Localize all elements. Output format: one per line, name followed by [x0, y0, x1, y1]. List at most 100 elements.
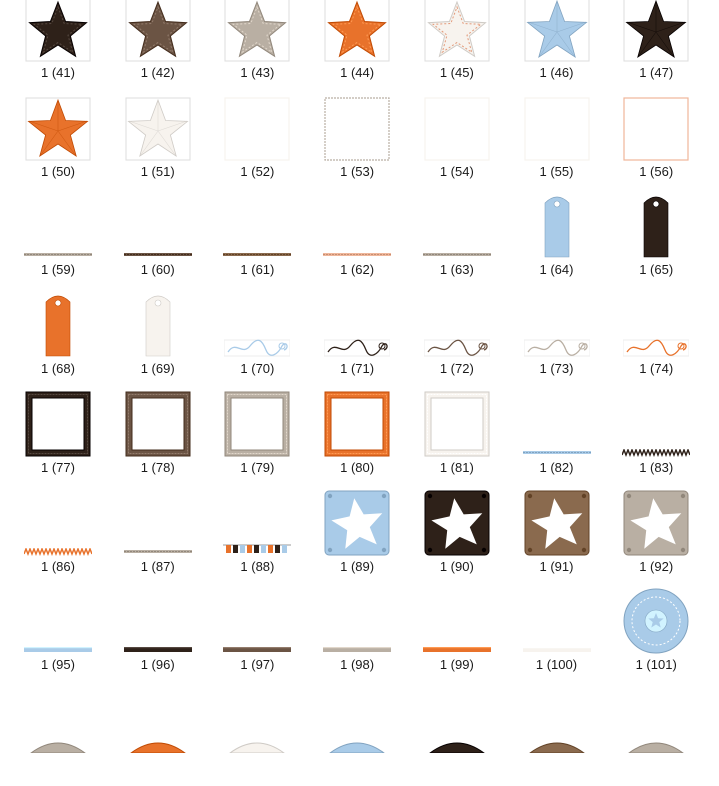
thumbnail-item[interactable]: 1 (47): [606, 0, 706, 95]
tag-thumbnail: [606, 193, 706, 259]
thumbnail-item[interactable]: 1 (68): [8, 292, 108, 391]
thumbnail-item[interactable]: 1 (82): [507, 391, 607, 490]
star-plate-thumbnail: [507, 490, 607, 556]
thumbnail-item[interactable]: 1 (92): [606, 490, 706, 589]
thumbnail-item[interactable]: 1 (77): [8, 391, 108, 490]
frame-thumbnail: [108, 391, 208, 457]
thumbnail-item[interactable]: 1 (98): [307, 588, 407, 687]
thumbnail-item[interactable]: 1 (64): [507, 193, 607, 292]
thumbnail-item[interactable]: 1 (41): [8, 0, 108, 95]
thumbnail-item[interactable]: 1 (96): [108, 588, 208, 687]
thumbnail-item[interactable]: 1 (63): [407, 193, 507, 292]
thumbnail-item[interactable]: 1 (97): [207, 588, 307, 687]
thumbnail-item[interactable]: 1 (53): [307, 95, 407, 194]
thumbnail-item[interactable]: 1 (62): [307, 193, 407, 292]
frame-thumbnail: [8, 391, 108, 457]
thumbnail-item[interactable]: 1 (51): [108, 95, 208, 194]
thumbnail-item[interactable]: 1 (43): [207, 0, 307, 95]
thumbnail-label: 1 (92): [639, 558, 674, 574]
star-plate-thumbnail: [606, 490, 706, 556]
thumbnail-item[interactable]: 1 (83): [606, 391, 706, 490]
button-partial-thumbnail: [606, 687, 706, 753]
star-stitched-thumbnail: [8, 0, 108, 62]
thumbnail-item[interactable]: 1 (44): [307, 0, 407, 95]
thumbnail-item[interactable]: 1 (90): [407, 490, 507, 589]
button-partial-thumbnail: [507, 687, 607, 753]
thumbnail-item[interactable]: 1 (74): [606, 292, 706, 391]
thumbnail-item[interactable]: 1 (55): [507, 95, 607, 194]
thumbnail-item[interactable]: 1 (52): [207, 95, 307, 194]
thumbnail-label: 1 (78): [140, 459, 175, 475]
thumbnail-item[interactable]: 1 (60): [108, 193, 208, 292]
thumbnail-item[interactable]: 1 (91): [507, 490, 607, 589]
flourish-thumbnail: [307, 292, 407, 358]
thumbnail-label: 1 (99): [439, 657, 474, 673]
thumbnail-item[interactable]: 1 (101): [606, 588, 706, 687]
thumbnail-label: 1 (72): [439, 361, 474, 377]
thumbnail-label: 1 (91): [539, 558, 574, 574]
star-stitched-thumbnail: [207, 0, 307, 62]
thumbnail-item[interactable]: 1 (69): [108, 292, 208, 391]
tag-thumbnail: [108, 292, 208, 358]
thumbnail-item[interactable]: 1 (80): [307, 391, 407, 490]
thumbnail-label: 1 (64): [539, 262, 574, 278]
thumbnail-item[interactable]: 1 (99): [407, 588, 507, 687]
paper-thumbnail: [307, 95, 407, 161]
button-partial-thumbnail: [407, 687, 507, 753]
thumbnail-item[interactable]: 1 (86): [8, 490, 108, 589]
frame-thumbnail: [307, 391, 407, 457]
frame-thumbnail: [207, 391, 307, 457]
thumbnail-item[interactable]: 1 (71): [307, 292, 407, 391]
thumbnail-item[interactable]: 1 (72): [407, 292, 507, 391]
thumbnail-item[interactable]: 1 (78): [108, 391, 208, 490]
ribbon-letters-thumbnail: [207, 490, 307, 556]
thumbnail-item[interactable]: 1 (79): [207, 391, 307, 490]
thumbnail-item[interactable]: 1 (81): [407, 391, 507, 490]
thumbnail-item[interactable]: 1 (100): [507, 588, 607, 687]
thumbnail-item[interactable]: 1 (54): [407, 95, 507, 194]
thumbnail-item[interactable]: 1 (65): [606, 193, 706, 292]
ribbon-thick-thumbnail: [507, 588, 607, 654]
thumbnail-item[interactable]: 1 (42): [108, 0, 208, 95]
thumbnail-item[interactable]: 1 (87): [108, 490, 208, 589]
thumbnail-label: 1 (80): [340, 459, 375, 475]
thumbnail-label: 1 (96): [140, 657, 175, 673]
ribbon-zigzag-thumbnail: [8, 490, 108, 556]
thumbnail-item[interactable]: 1 (73): [507, 292, 607, 391]
ribbon-thumbnail: [307, 193, 407, 259]
thumbnail-item[interactable]: 1 (70): [207, 292, 307, 391]
thumbnail-item[interactable]: 1 (45): [407, 0, 507, 95]
thumbnail-item[interactable]: [606, 687, 706, 786]
thumbnail-label: 1 (45): [439, 65, 474, 80]
thumbnail-item[interactable]: [108, 687, 208, 786]
thumbnail-item[interactable]: [207, 687, 307, 786]
flourish-thumbnail: [507, 292, 607, 358]
thumbnail-item[interactable]: 1 (56): [606, 95, 706, 194]
star-stitched-thumbnail: [407, 0, 507, 62]
thumbnail-label: 1 (60): [140, 262, 175, 278]
thumbnail-label: 1 (71): [340, 361, 375, 377]
thumbnail-item[interactable]: 1 (50): [8, 95, 108, 194]
ribbon-zigzag-thumbnail: [606, 391, 706, 457]
thumbnail-label: 1 (55): [539, 163, 574, 179]
thumbnail-label: 1 (61): [240, 262, 275, 278]
thumbnail-item[interactable]: 1 (95): [8, 588, 108, 687]
button-partial-thumbnail: [8, 687, 108, 753]
thumbnail-label: 1 (74): [639, 361, 674, 377]
ribbon-thumbnail: [407, 193, 507, 259]
thumbnail-label: 1 (79): [240, 459, 275, 475]
thumbnail-item[interactable]: [507, 687, 607, 786]
button-partial-thumbnail: [108, 687, 208, 753]
thumbnail-item[interactable]: 1 (61): [207, 193, 307, 292]
thumbnail-label: 1 (86): [41, 558, 75, 574]
thumbnail-item[interactable]: 1 (88): [207, 490, 307, 589]
thumbnail-item[interactable]: [8, 687, 108, 786]
thumbnail-item[interactable]: 1 (59): [8, 193, 108, 292]
thumbnail-label: 1 (70): [240, 361, 275, 377]
thumbnail-item[interactable]: [307, 687, 407, 786]
thumbnail-item[interactable]: 1 (46): [507, 0, 607, 95]
thumbnail-item[interactable]: 1 (89): [307, 490, 407, 589]
thumbnail-item[interactable]: [407, 687, 507, 786]
thumbnail-label: 1 (65): [639, 262, 674, 278]
thumbnail-label: 1 (54): [439, 163, 474, 179]
